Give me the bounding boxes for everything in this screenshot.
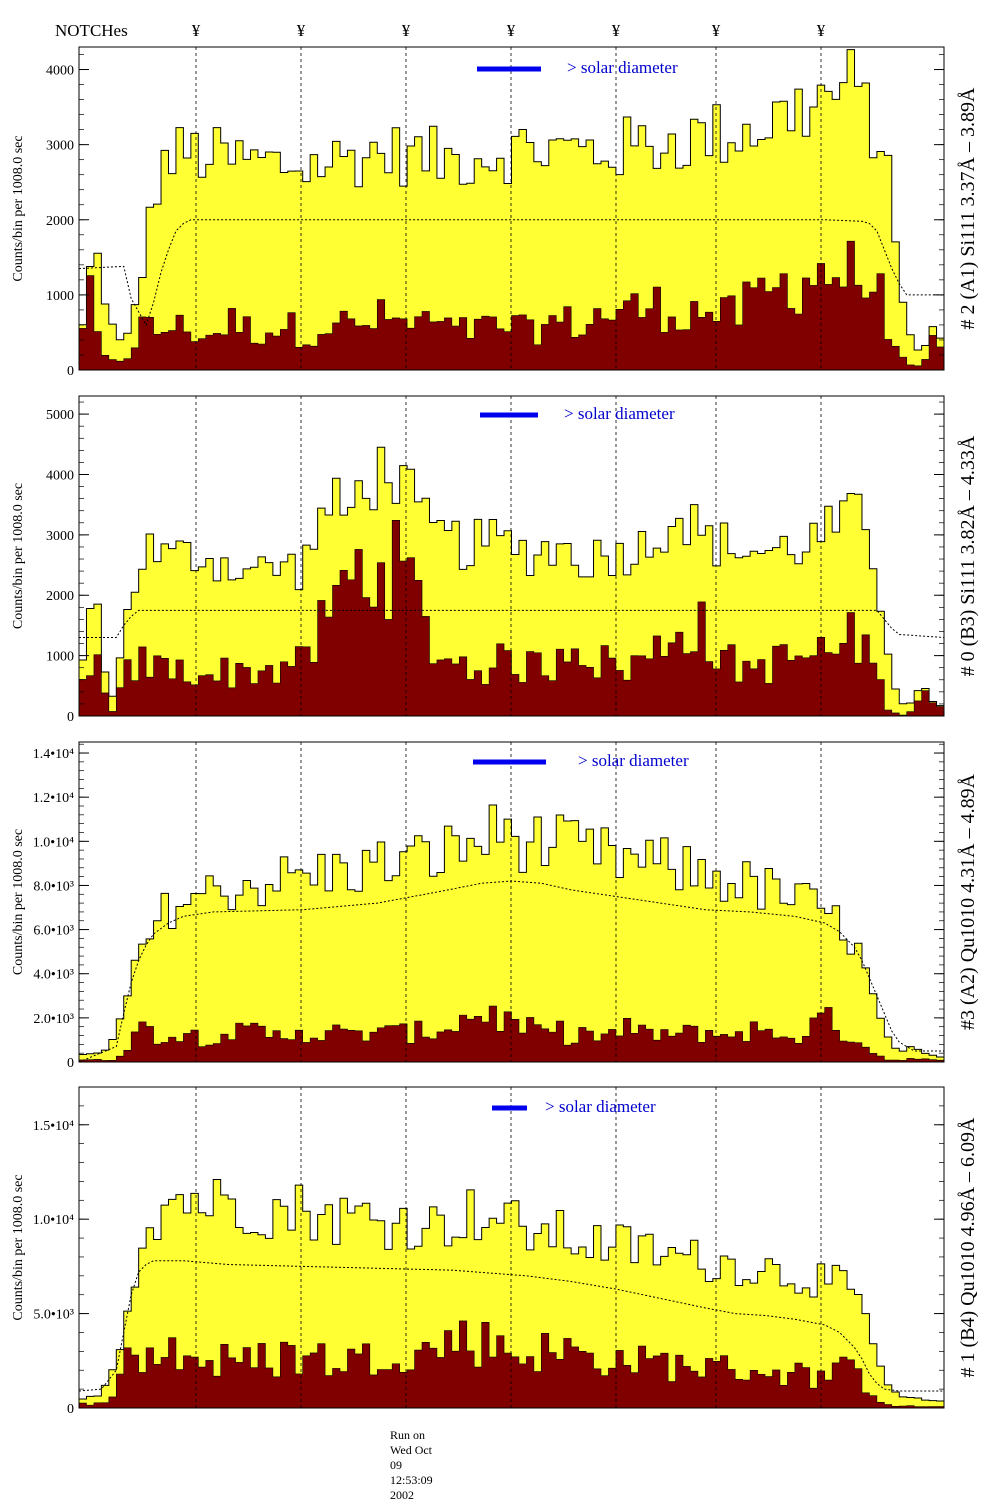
panel-frame [78, 1086, 945, 1409]
ytick-label: 3000 [46, 529, 74, 544]
ytick-label: 2000 [46, 214, 74, 229]
panel-3: 0 2.0•10³ 4.0•10³ 6.0•10³ 8.0•10³ 1.0•10⁴ 1.2•… [11, 741, 979, 1071]
ytick-label: 4000 [46, 468, 74, 483]
panel-frame [78, 741, 945, 1063]
mean-level-line [78, 1260, 944, 1392]
y-axis-label: Counts/bin per 1008.0 sec [11, 829, 26, 975]
panel-frame [78, 395, 945, 717]
ytick-label: 2.0•10³ [33, 1012, 74, 1027]
panel-label: # 0 (B3) Si111 3.82Å – 4.33Å [957, 435, 979, 676]
ytick-label: 1000 [46, 289, 74, 304]
ytick-label: 1.0•10⁴ [33, 835, 74, 850]
y-axis-label: Counts/bin per 1008.0 sec [11, 135, 26, 281]
panel-frame [78, 46, 945, 371]
mean-level-line [79, 609, 945, 639]
low-counts-histogram [78, 1005, 945, 1063]
ytick-label: 4.0•10³ [33, 968, 74, 983]
solar-diameter-label: > solar diameter [578, 751, 689, 770]
ytick-label: 0 [67, 710, 74, 725]
low-counts-histogram [78, 520, 945, 717]
notch-marker-4: ¥ [507, 21, 516, 40]
ytick-label: 2000 [46, 589, 74, 604]
total-counts-histogram [78, 49, 945, 371]
ytick-label: 1.4•10⁴ [33, 747, 74, 762]
panel-2: 0 1000 2000 3000 4000 5000 Counts/bin per 1008… [11, 395, 979, 725]
notches-label: NOTCHes [55, 21, 128, 40]
ytick-label: 5000 [46, 408, 74, 423]
low-counts-histogram [78, 1320, 945, 1409]
ytick-label: 1000 [46, 650, 74, 665]
notch-marker-3: ¥ [402, 21, 411, 40]
ytick-label: 0 [67, 1402, 74, 1417]
panel-4: 0 5.0•10³ 1.0•10⁴ 1.5•10⁴ Counts/bin per 100… [11, 1086, 979, 1417]
notch-marker-5: ¥ [612, 21, 621, 40]
notch-marker-6: ¥ [712, 21, 721, 40]
notch-marker-2: ¥ [297, 21, 306, 40]
panel-label: # 2 (A1) Si111 3.37Å – 3.89Å [957, 87, 979, 329]
panel-label: #3 (A2) Qu1010 4.31Å – 4.89Å [957, 773, 979, 1030]
ytick-label: 5.0•10³ [33, 1308, 74, 1323]
ytick-label: 1.0•10⁴ [33, 1213, 74, 1228]
run-timestamp: Run on Wed Oct 09 12:53:09 2002 [390, 1428, 433, 1502]
ytick-label: 1.2•10⁴ [33, 791, 74, 806]
ytick-label: 3000 [46, 139, 74, 154]
y-axis-label: Counts/bin per 1008.0 sec [11, 1174, 26, 1320]
panel-label: # 1 (B4) Qu1010 4.96Å – 6.09Å [957, 1117, 979, 1378]
solar-diameter-label: > solar diameter [545, 1097, 656, 1116]
ytick-label: 1.5•10⁴ [33, 1119, 74, 1134]
panel-1: 0 1000 2000 3000 4000 Counts/bin per 1008.0 s… [11, 46, 979, 379]
mean-level-line [78, 880, 944, 1063]
y-axis-label: Counts/bin per 1008.0 sec [11, 483, 26, 629]
ytick-label: 0 [67, 364, 74, 379]
ytick-label: 4000 [46, 64, 74, 79]
notch-marker-1: ¥ [192, 21, 201, 40]
ytick-label: 6.0•10³ [33, 924, 74, 939]
solar-diameter-label: > solar diameter [567, 58, 678, 77]
ytick-label: 0 [67, 1056, 74, 1071]
ytick-label: 8.0•10³ [33, 879, 74, 894]
low-counts-histogram [78, 240, 945, 371]
solar-diameter-label: > solar diameter [564, 404, 675, 423]
total-counts-histogram [78, 804, 945, 1063]
notch-marker-7: ¥ [817, 21, 826, 40]
